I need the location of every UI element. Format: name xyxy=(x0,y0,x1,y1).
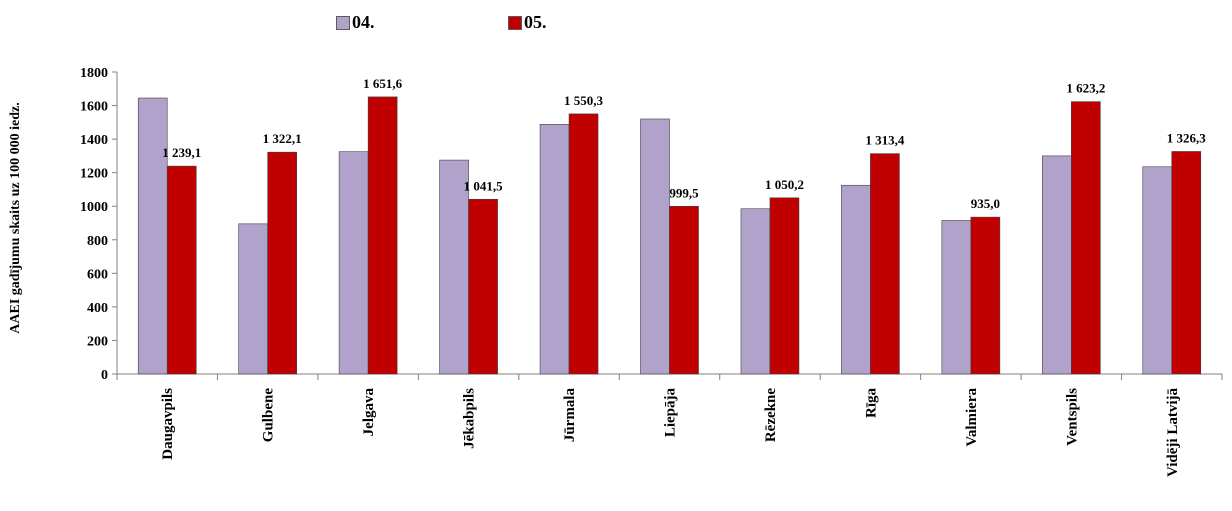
category-label: Jelgava xyxy=(361,388,377,437)
category-label: Liepāja xyxy=(663,388,679,438)
bar-04 xyxy=(338,151,369,375)
bar-05 xyxy=(166,165,197,375)
data-label: 1 326,3 xyxy=(1167,130,1207,145)
legend-swatch-05 xyxy=(508,15,522,30)
category-label: Jēkabpils xyxy=(462,388,478,449)
bar-04 xyxy=(1042,155,1072,375)
legend-item-04: 04. xyxy=(336,12,375,33)
category-label: Ventspils xyxy=(1064,388,1080,446)
bar-05 xyxy=(669,206,699,375)
category-label: Daugavpils xyxy=(160,388,176,460)
y-tick-label: 1400 xyxy=(80,133,108,148)
bar-05 xyxy=(267,151,297,375)
category-label: Jūrmala xyxy=(562,388,578,443)
bar-04 xyxy=(941,220,972,375)
bar-05 xyxy=(1071,101,1101,375)
y-tick-label: 400 xyxy=(87,301,108,316)
y-tick-label: 0 xyxy=(101,368,108,383)
bar-04 xyxy=(1142,166,1173,375)
bar-05 xyxy=(769,197,800,375)
y-tick-label: 600 xyxy=(87,267,108,282)
data-label: 999,5 xyxy=(669,185,699,200)
data-label: 1 313,4 xyxy=(865,133,905,148)
bar-04 xyxy=(137,97,168,375)
bar-04 xyxy=(740,208,771,375)
data-label: 1 623,2 xyxy=(1066,81,1105,96)
bar-05 xyxy=(468,198,498,375)
bar-04 xyxy=(439,159,469,375)
data-label: 1 550,3 xyxy=(564,93,604,108)
bar-05 xyxy=(870,153,900,375)
category-label: Rēzekne xyxy=(763,388,779,442)
legend-label-04: 04. xyxy=(352,12,375,32)
legend-label-05: 05. xyxy=(524,12,547,32)
category-label: Gulbene xyxy=(261,388,277,443)
data-label: 935,0 xyxy=(971,196,1000,211)
bar-05 xyxy=(1171,151,1202,375)
bar-05 xyxy=(367,96,398,375)
y-tick-label: 200 xyxy=(87,334,108,349)
data-label: 1 651,6 xyxy=(363,76,403,91)
data-label: 1 239,1 xyxy=(162,145,201,160)
data-label: 1 050,2 xyxy=(765,177,804,192)
bar-04 xyxy=(841,184,871,375)
legend-swatch-04 xyxy=(336,15,350,30)
bar-04 xyxy=(539,124,570,375)
y-tick-label: 1000 xyxy=(80,200,108,215)
y-tick-label: 800 xyxy=(87,234,108,249)
y-tick-label: 1200 xyxy=(80,167,108,182)
legend-item-05: 05. xyxy=(508,12,547,33)
data-label: 1 041,5 xyxy=(464,178,504,193)
bar-05 xyxy=(568,113,599,375)
category-label: Rīga xyxy=(863,388,879,419)
category-label: Vidēji Latvijā xyxy=(1165,388,1181,478)
bar-05 xyxy=(970,216,1001,375)
category-label: Valmiera xyxy=(964,388,980,447)
y-tick-label: 1800 xyxy=(80,66,108,81)
data-label: 1 322,1 xyxy=(263,131,302,146)
y-tick-label: 1600 xyxy=(80,100,108,115)
legend: 04. 05. xyxy=(0,10,1232,40)
bar-04 xyxy=(238,223,268,375)
bar-04 xyxy=(640,118,670,375)
